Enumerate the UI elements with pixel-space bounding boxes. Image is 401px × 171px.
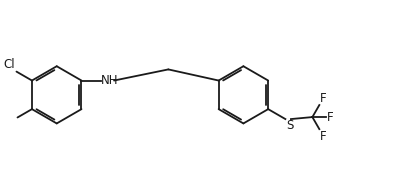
Text: NH: NH: [101, 74, 118, 87]
Text: F: F: [320, 129, 326, 142]
Text: S: S: [286, 120, 293, 133]
Text: F: F: [320, 92, 326, 105]
Text: F: F: [327, 111, 334, 124]
Text: Cl: Cl: [3, 58, 15, 71]
